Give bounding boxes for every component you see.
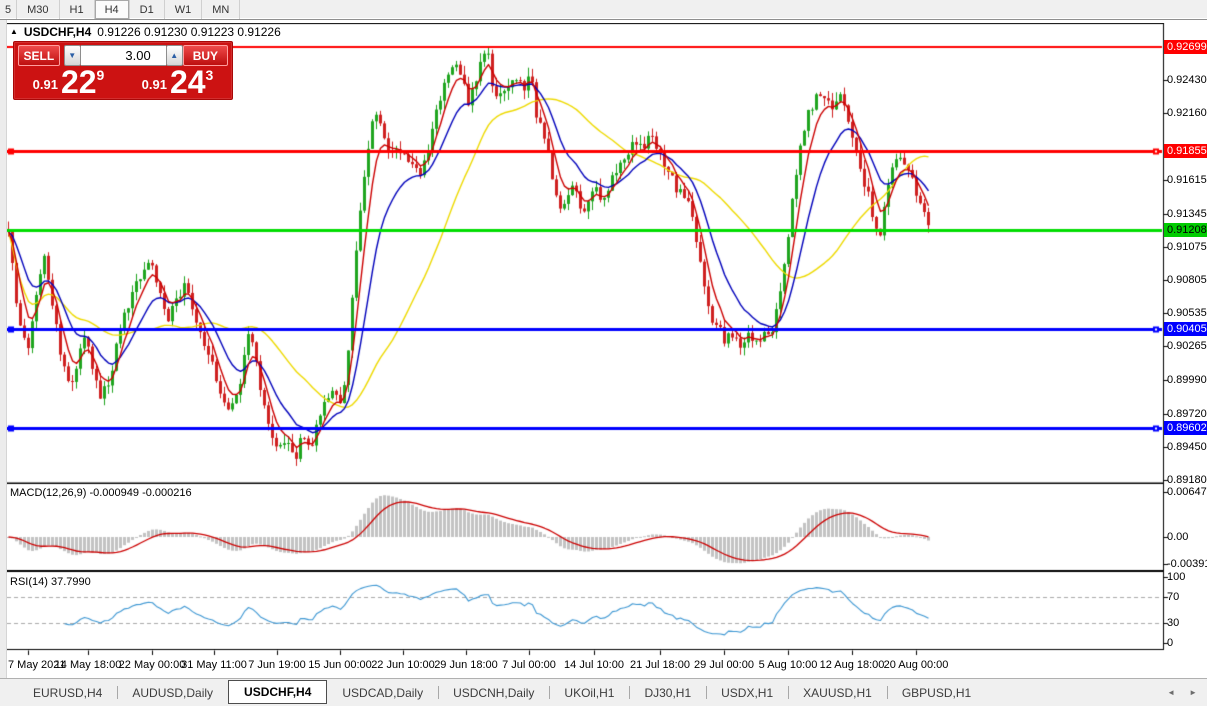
chart-tab-bar: EURUSD,H4 AUDUSD,Daily USDCHF,H4 USDCAD,Dai… [0,678,1207,706]
price-axis-tick: 0.89990 [1167,374,1207,387]
rsi-axis-tick: 0 [1167,636,1174,649]
sell-price-big: 22 [60,63,97,100]
one-click-trade-panel: SELL ▼ 3.00 ▲ BUY 0.91 22 9 0.91 24 3 [13,41,233,100]
time-axis-label: 29 Jun 18:00 [434,659,498,671]
tabs-scroll-left-icon[interactable]: ◄ [1167,688,1176,697]
tab-GBPUSD-H1[interactable]: GBPUSD,H1 [886,679,986,706]
time-axis-label: 21 Jul 18:00 [630,659,690,671]
timeframe-button-H4[interactable]: H4 [94,0,130,19]
price-axis-tick: 0.90805 [1167,274,1207,287]
time-axis-label: 7 May 2021 [8,659,66,671]
time-axis-label: 5 Aug 10:00 [758,659,818,671]
trade-panel-controls: SELL ▼ 3.00 ▲ BUY [18,45,228,66]
window-left-edge [0,20,7,678]
macd-axis-tick: -0.00391 [1167,558,1207,571]
chart-symbol-label: USDCHF,H4 [23,25,92,39]
price-chart-canvas[interactable] [6,23,1170,656]
price-line-badge: 0.92699 [1164,40,1207,54]
tab-USDCNH-Daily[interactable]: USDCNH,Daily [438,679,549,706]
tab-EURUSD-H4[interactable]: EURUSD,H4 [33,685,103,700]
timeframe-toolbar: 5 M30 H1 H4 D1 W1 MN [0,0,1207,20]
price-axis-tick: 0.90265 [1167,340,1207,353]
buy-price-prefix: 0.91 [141,77,167,92]
chart-title: ▲ USDCHF,H4 0.91226 0.91230 0.91223 0.91… [10,25,281,39]
price-line-badge: 0.91208 [1164,223,1207,238]
tab-XAUUSD-H1[interactable]: XAUUSD,H1 [788,679,887,706]
chart-window: ▲ USDCHF,H4 0.91226 0.91230 0.91223 0.91… [0,20,1207,678]
price-axis-tick: 0.91345 [1167,207,1207,220]
price-line-badge: 0.89602 [1164,421,1207,436]
collapse-objects-icon: ▲ [10,27,18,36]
price-axis-tick: 0.90535 [1167,307,1207,320]
volume-decrease-button[interactable]: ▼ [63,45,81,66]
chart-tabs: EURUSD,H4 AUDUSD,Daily USDCHF,H4 USDCAD,Dai… [0,679,986,706]
volume-stepper: ▼ 3.00 ▲ [63,45,183,66]
up-arrow-icon: ▲ [170,51,179,60]
tab-USDCAD-Daily[interactable]: USDCAD,Daily [342,685,424,700]
tab-USDCHF-H4[interactable]: USDCHF,H4 [228,680,328,704]
sell-button[interactable]: SELL [18,45,60,66]
chart-quote-values: 0.91226 0.91230 0.91223 0.91226 [97,25,281,39]
price-axis-tick: 0.89450 [1167,440,1207,453]
down-arrow-icon: ▼ [68,51,77,60]
time-axis-label: 22 May 00:00 [118,659,186,671]
timeframe-button-MN[interactable]: MN [202,0,241,19]
volume-increase-button[interactable]: ▲ [165,45,183,66]
price-axis-tick: 0.91615 [1167,174,1207,187]
volume-input[interactable]: 3.00 [80,45,166,66]
rsi-axis-tick: 30 [1167,617,1180,630]
macd-axis-tick: 0.00647 [1167,486,1207,498]
price-axis-tick: 0.92160 [1167,107,1207,120]
macd-indicator-label: MACD(12,26,9) -0.000949 -0.000216 [10,487,192,499]
time-axis-label: 14 Jul 10:00 [564,659,624,671]
trade-panel-prices: 0.91 22 9 0.91 24 3 [14,63,232,100]
buy-price-big: 24 [169,63,206,100]
price-axis-tick: 0.89720 [1167,407,1207,420]
price-axis-tick: 0.91075 [1167,240,1207,253]
price-line-badge: 0.91855 [1164,143,1207,158]
time-axis-label: 20 Aug 00:00 [883,659,949,671]
buy-price-sup: 3 [205,67,214,83]
sell-price-prefix: 0.91 [32,77,58,92]
time-axis-label: 12 Aug 18:00 [819,659,885,671]
tab-DJ30-H1[interactable]: DJ30,H1 [629,679,706,706]
tab-USDX-H1[interactable]: USDX,H1 [706,679,788,706]
price-axis-tick: 0.89180 [1167,473,1207,486]
sell-price-sup: 9 [96,67,105,83]
price-line-badge: 0.90405 [1164,322,1207,337]
time-axis-label: 14 May 18:00 [54,659,122,671]
buy-button[interactable]: BUY [182,45,228,66]
tab-scroll-arrows: ◄ ► [1167,679,1197,706]
tab-AUDUSD-Daily[interactable]: AUDUSD,Daily [117,679,228,706]
buy-price[interactable]: 0.91 24 3 [123,63,232,100]
timeframe-button-H1[interactable]: H1 [60,0,95,19]
sell-price[interactable]: 0.91 22 9 [14,63,123,100]
price-axis-tick: 0.92430 [1167,74,1207,87]
macd-axis-tick: 0.00 [1167,531,1189,543]
timeframe-button-W1[interactable]: W1 [165,0,203,19]
tab-UKOil-H1[interactable]: UKOil,H1 [549,679,629,706]
rsi-indicator-label: RSI(14) 37.7990 [10,576,91,588]
time-axis-label: 15 Jun 00:00 [308,659,372,671]
timeframe-button-D1[interactable]: D1 [130,0,165,19]
time-axis-label: 7 Jun 19:00 [248,659,306,671]
rsi-axis-tick: 100 [1167,571,1186,584]
rsi-axis-tick: 70 [1167,590,1180,603]
time-axis-label: 7 Jul 00:00 [502,659,556,671]
time-axis-label: 29 Jul 00:00 [694,659,754,671]
timeframe-button-M30[interactable]: M30 [17,0,60,19]
time-axis-label: 22 Jun 10:00 [371,659,435,671]
timeframe-button-5[interactable]: 5 [0,0,18,19]
tabs-scroll-right-icon[interactable]: ► [1189,688,1197,697]
time-axis-label: 31 May 11:00 [181,659,247,671]
